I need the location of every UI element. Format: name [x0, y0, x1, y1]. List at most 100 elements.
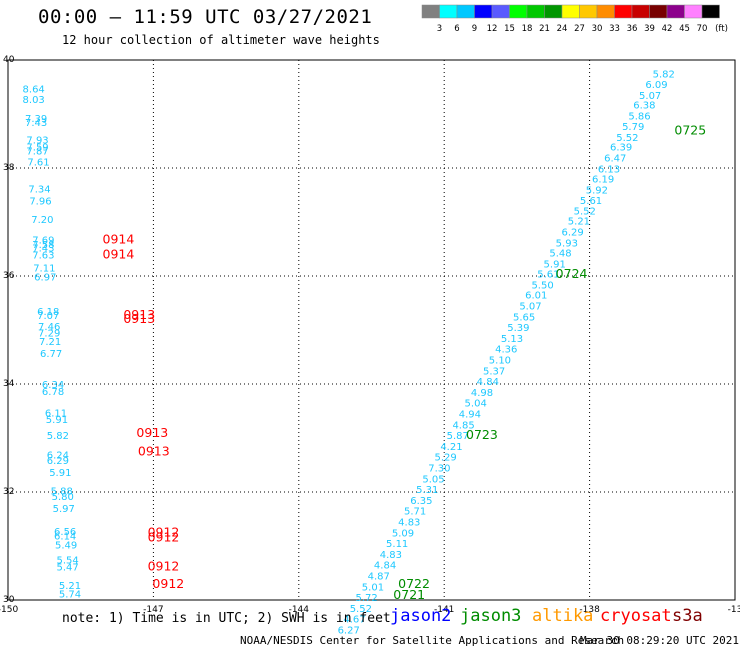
wave-height-value: 5.52 — [350, 604, 372, 615]
colorbar-swatch — [544, 4, 563, 19]
colorbar-label: 15 — [504, 24, 515, 34]
colorbar-label: 6 — [454, 24, 459, 34]
colorbar-label: 45 — [679, 24, 690, 34]
x-tick-label: -144 — [289, 605, 310, 615]
pass-time-label: 0913 — [123, 311, 155, 326]
colorbar-label: 24 — [557, 24, 568, 34]
colorbar-label: 36 — [627, 24, 638, 34]
wave-height-value: 5.87 — [447, 431, 469, 442]
wave-height-value: 7.30 — [428, 463, 450, 474]
colorbar-swatch — [684, 4, 703, 19]
wave-height-value: 7.39 — [25, 114, 47, 125]
wave-height-value: 5.37 — [483, 366, 505, 377]
wave-height-value: 5.01 — [362, 582, 384, 593]
colorbar-swatch — [614, 4, 633, 19]
satellite-legend-item: jason3 — [460, 606, 522, 626]
generated-timestamp: Mar 30 08:29:20 UTC 2021 — [580, 634, 739, 647]
wave-height-value: 6.13 — [598, 164, 620, 175]
wave-height-value: 7.61 — [27, 157, 49, 168]
wave-height-value: 5.71 — [404, 507, 426, 518]
chart-subtitle: 12 hour collection of altimeter wave hei… — [62, 33, 380, 47]
wave-height-value: 5.07 — [519, 301, 541, 312]
wave-height-value: 5.13 — [501, 334, 523, 345]
wave-height-value: 5.74 — [59, 589, 81, 600]
wave-height-value: 6.18 — [37, 307, 59, 318]
colorbar-swatch — [701, 4, 720, 19]
satellite-legend-item: s3a — [672, 606, 703, 626]
colorbar-label: 18 — [522, 24, 533, 34]
wave-height-value: 4.67 — [343, 615, 365, 626]
colorbar-label: 42 — [662, 24, 673, 34]
wave-height-value: 5.91 — [46, 415, 68, 426]
wave-height-value: 5.39 — [507, 323, 529, 334]
x-tick-label: -141 — [434, 605, 454, 615]
wave-height-value: 5.21 — [568, 217, 590, 228]
wave-height-value: 6.56 — [54, 527, 76, 538]
y-tick-label: 30 — [3, 595, 15, 605]
wave-height-value: 7.43 — [25, 118, 47, 129]
chart-title: 00:00 — 11:59 UTC 03/27/2021 — [38, 6, 373, 28]
wave-height-value: 4.85 — [452, 420, 474, 431]
wave-height-value: 5.82 — [653, 69, 675, 80]
pass-time-label: 0724 — [556, 266, 588, 281]
wave-height-value: 5.80 — [52, 492, 74, 503]
wave-height-value: 7.43 — [32, 244, 54, 255]
colorbar-swatch — [631, 4, 650, 19]
wave-height-value: 6.27 — [338, 625, 360, 636]
wave-height-value: 7.93 — [26, 136, 48, 147]
wave-height-value: 7.58 — [32, 240, 54, 251]
y-tick-label: 38 — [3, 163, 15, 173]
wave-height-value: 7.46 — [38, 322, 60, 333]
wave-height-value: 8.03 — [23, 95, 45, 106]
wave-height-value: 5.52 — [574, 206, 596, 217]
wave-height-value: 6.78 — [42, 387, 64, 398]
wave-height-value: 5.47 — [56, 562, 78, 573]
x-tick-label: -13 — [728, 605, 740, 615]
colorbar-label: 3 — [437, 24, 442, 34]
colorbar-swatch — [526, 4, 545, 19]
wave-height-value: 6.34 — [42, 380, 64, 391]
pass-time-label: 0913 — [136, 425, 168, 440]
colorbar-label: 21 — [539, 24, 550, 34]
wave-height-value: 5.82 — [47, 431, 69, 442]
wave-height-value: 6.77 — [40, 349, 62, 360]
satellite-legend-item: jason2 — [390, 606, 452, 626]
wave-height-value: 6.29 — [561, 228, 583, 239]
wave-height-value: 5.86 — [628, 111, 650, 122]
wave-height-value: 5.88 — [51, 487, 73, 498]
satellite-legend-item: altika — [532, 606, 594, 626]
wave-height-value: 4.87 — [368, 571, 390, 582]
wave-height-value: 4.83 — [398, 517, 420, 528]
wave-height-value: 5.65 — [513, 312, 535, 323]
wave-height-value: 5.49 — [55, 541, 77, 552]
y-tick-label: 36 — [3, 271, 15, 281]
wave-height-value: 8.64 — [23, 84, 45, 95]
wave-height-value: 5.29 — [435, 453, 457, 464]
wave-height-value: 5.97 — [53, 504, 75, 515]
wave-height-value: 7.20 — [31, 215, 53, 226]
footnote: note: 1) Time is in UTC; 2) SWH is in fe… — [62, 611, 391, 626]
wave-height-value: 5.04 — [465, 399, 487, 410]
wave-height-value: 6.47 — [604, 154, 626, 165]
wave-height-value: 7.11 — [33, 264, 55, 275]
wave-height-value: 5.31 — [416, 485, 438, 496]
x-tick-label: -138 — [579, 605, 600, 615]
wave-height-value: 4.98 — [471, 388, 493, 399]
colorbar-label: 9 — [472, 24, 477, 34]
wave-height-value: 5.79 — [622, 122, 644, 133]
pass-time-label: 0913 — [123, 307, 155, 322]
plot-frame — [7, 59, 736, 601]
colorbar-swatch — [666, 4, 685, 19]
pass-time-label: 0914 — [103, 247, 135, 262]
wave-height-value: 5.93 — [556, 238, 578, 249]
colorbar-swatch — [579, 4, 598, 19]
colorbar-swatch — [421, 4, 440, 19]
data-marks: 8.648.037.397.437.937.597.877.617.347.96… — [23, 69, 707, 636]
colorbar-unit: (ft) — [715, 24, 728, 34]
wave-height-value: 6.29 — [47, 456, 69, 467]
wave-height-value: 6.01 — [525, 291, 547, 302]
pass-time-label: 0725 — [674, 123, 706, 138]
x-tick-label: -150 — [0, 605, 18, 615]
